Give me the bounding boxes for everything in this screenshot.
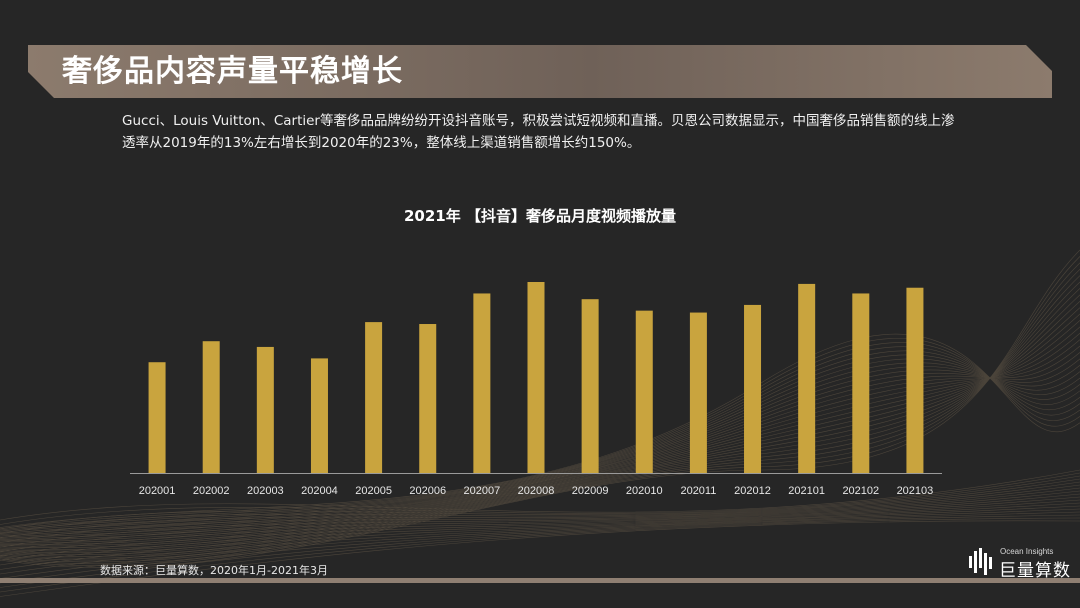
- bottom-divider: [0, 578, 1080, 583]
- bar-202103: [906, 287, 924, 473]
- bar-202005: [365, 322, 383, 473]
- logo-chinese-text: 巨量算数: [999, 561, 1071, 581]
- x-tick-label: 202006: [409, 485, 446, 497]
- bar-202003: [256, 346, 274, 473]
- x-tick-label: 202101: [788, 485, 825, 497]
- bar-202012: [744, 304, 762, 473]
- bar-202002: [202, 341, 220, 473]
- x-tick-label: 202001: [139, 485, 176, 497]
- x-tick-label: 202008: [518, 485, 555, 497]
- bar-202102: [852, 293, 870, 473]
- x-tick-label: 202005: [355, 485, 392, 497]
- x-tick-label: 202009: [572, 485, 609, 497]
- x-tick-label: 202002: [193, 485, 230, 497]
- ocean-insights-logo: Ocean Insights 巨量算数: [968, 545, 1073, 581]
- x-tick-label: 202004: [301, 485, 338, 497]
- description-text: Gucci、Louis Vuitton、Cartier等奢侈品品牌纷纷开设抖音账…: [122, 113, 955, 151]
- title-band: [28, 45, 1052, 98]
- x-tick-label: 202012: [734, 485, 771, 497]
- bar-202010: [635, 310, 653, 473]
- x-tick-label: 202103: [897, 485, 934, 497]
- page-title: 奢侈品内容声量平稳增长: [62, 54, 403, 89]
- bar-202011: [689, 312, 707, 473]
- x-tick-label: 202007: [464, 485, 501, 497]
- bar-202004: [310, 358, 328, 473]
- x-tick-label: 202102: [842, 485, 879, 497]
- chart-title: 2021年 【抖音】奢侈品月度视频播放量: [404, 207, 676, 225]
- x-tick-label: 202003: [247, 485, 284, 497]
- bar-202007: [473, 293, 491, 473]
- bar-202006: [419, 324, 437, 473]
- data-source-note: 数据来源：巨量算数，2020年1月-2021年3月: [100, 564, 328, 577]
- logo-english-text: Ocean Insights: [1000, 547, 1054, 556]
- bar-202008: [527, 282, 545, 473]
- bar-202001: [148, 362, 166, 473]
- x-tick-label: 202010: [626, 485, 663, 497]
- logo-bars-icon: [969, 548, 992, 575]
- x-tick-label: 202011: [680, 485, 716, 497]
- bar-202009: [581, 299, 599, 473]
- bar-202101: [798, 283, 816, 473]
